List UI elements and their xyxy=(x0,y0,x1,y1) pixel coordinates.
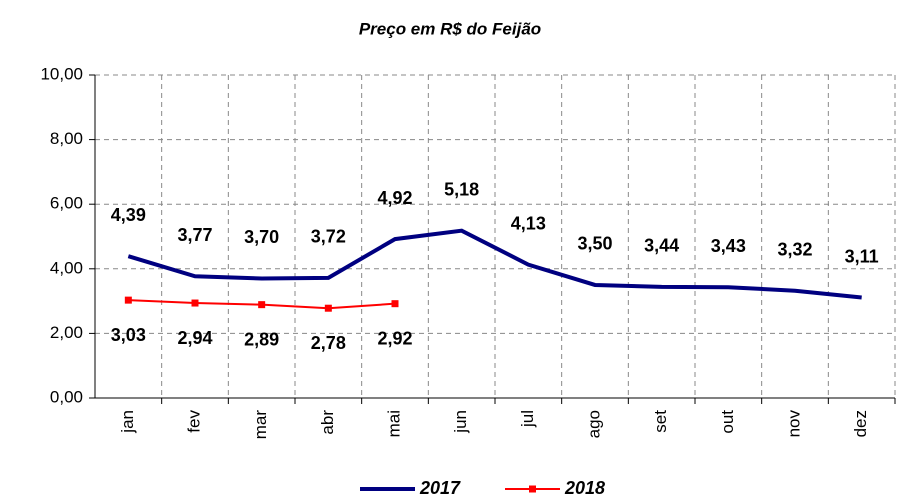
x-tick-label: out xyxy=(718,410,737,434)
data-label: 4,39 xyxy=(111,205,146,225)
data-label: 3,70 xyxy=(244,227,279,247)
data-label: 3,44 xyxy=(644,236,679,256)
x-tick-label: dez xyxy=(851,410,870,437)
x-tick-label: mar xyxy=(251,410,270,440)
chart-title: Preço em R$ do Feijão xyxy=(359,19,541,38)
y-tick-label: 4,00 xyxy=(50,258,83,277)
x-tick-label: nov xyxy=(784,410,803,438)
legend-marker xyxy=(529,485,536,493)
data-label: 2,78 xyxy=(311,333,346,353)
data-label: 3,11 xyxy=(845,246,879,266)
data-label: 3,72 xyxy=(311,227,346,247)
data-label: 4,13 xyxy=(511,213,546,233)
y-tick-label: 2,00 xyxy=(50,323,83,342)
x-tick-label: jan xyxy=(118,410,137,434)
legend-label: 2017 xyxy=(419,478,461,498)
data-label: 2,94 xyxy=(177,328,212,348)
data-label: 5,18 xyxy=(444,179,479,199)
point-marker xyxy=(258,301,266,309)
x-tick-label: jun xyxy=(451,410,470,434)
x-tick-label: jul xyxy=(518,410,537,428)
x-tick-label: fev xyxy=(184,410,203,433)
x-tick-label: abr xyxy=(318,410,337,435)
data-label: 3,77 xyxy=(177,225,212,245)
legend-label: 2018 xyxy=(564,478,605,498)
series-line xyxy=(127,228,862,300)
data-label: 4,92 xyxy=(377,188,412,208)
data-label: 3,50 xyxy=(577,234,612,254)
data-label: 2,89 xyxy=(244,329,279,349)
point-marker xyxy=(324,304,332,312)
x-tick-label: ago xyxy=(584,410,603,438)
data-label: 2,92 xyxy=(377,328,412,348)
point-marker xyxy=(191,299,199,307)
x-tick-label: mai xyxy=(384,410,403,437)
point-marker xyxy=(124,296,132,304)
point-marker xyxy=(391,300,399,308)
data-label: 3,03 xyxy=(111,325,146,345)
x-tick-label: set xyxy=(651,410,670,433)
y-tick-label: 0,00 xyxy=(50,387,83,406)
data-label: 3,43 xyxy=(711,236,746,256)
y-tick-label: 6,00 xyxy=(50,194,83,213)
data-label: 3,32 xyxy=(777,240,812,260)
y-tick-label: 8,00 xyxy=(50,129,83,148)
y-tick-label: 10,00 xyxy=(40,64,83,83)
